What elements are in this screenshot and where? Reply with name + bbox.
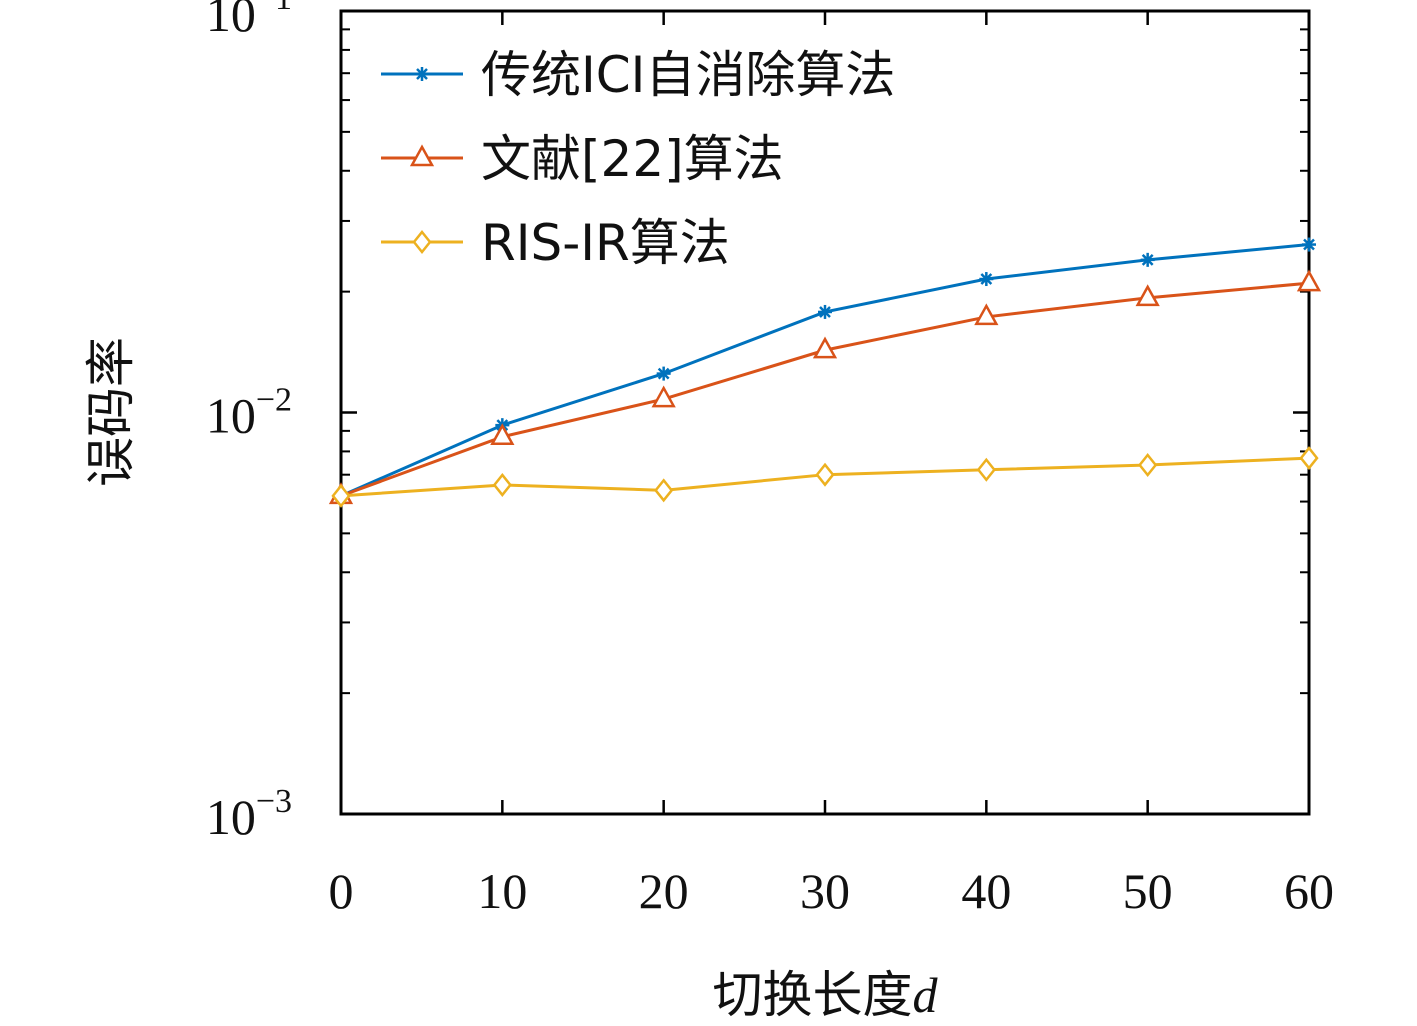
data-point	[1140, 252, 1155, 267]
legend-entry-0: 传统ICI自消除算法	[381, 46, 895, 104]
marker-shape	[331, 483, 351, 508]
data-point	[812, 336, 838, 359]
series-layer	[328, 237, 1322, 508]
x-tick-label: 40	[961, 863, 1011, 919]
x-tick-label: 0	[329, 863, 354, 919]
legend-label: 文献[22]算法	[481, 130, 784, 188]
legend-marker	[409, 144, 435, 167]
data-point	[492, 472, 512, 497]
marker-stroke	[1141, 253, 1154, 266]
marker-shape	[1296, 269, 1322, 292]
marker-shape	[812, 336, 838, 359]
marker-shape	[654, 478, 674, 503]
marker-stroke	[416, 68, 428, 80]
legend-entry-2: RIS-IR算法	[381, 214, 730, 272]
legend-label: 传统ICI自消除算法	[481, 46, 895, 104]
legend-entry-1: 文献[22]算法	[381, 130, 784, 188]
data-point	[651, 385, 676, 408]
data-point	[1296, 269, 1322, 292]
axes: 0 10 20 30 40 50 60 10−3 10−2 10−1	[206, 0, 1334, 919]
data-point	[1299, 446, 1319, 471]
data-point	[1138, 453, 1158, 478]
data-point	[974, 303, 999, 326]
y-tick-label: 10−2	[206, 382, 292, 444]
y-tick-label: 10−3	[206, 783, 292, 845]
data-point	[818, 304, 832, 319]
legend-marker	[415, 67, 429, 81]
data-point	[1135, 284, 1160, 307]
marker-stroke	[819, 306, 831, 318]
marker-shape	[490, 423, 515, 446]
marker-shape	[409, 144, 435, 167]
data-point	[976, 457, 996, 482]
marker-shape	[1299, 446, 1319, 471]
marker-shape	[412, 229, 432, 255]
x-tick-label: 10	[477, 863, 527, 919]
legend-label: RIS-IR算法	[481, 214, 730, 272]
x-tick-label: 30	[800, 863, 850, 919]
data-point	[654, 478, 674, 503]
x-tick-label: 50	[1123, 863, 1173, 919]
marker-shape	[1135, 284, 1160, 307]
marker-shape	[651, 385, 676, 408]
data-point	[815, 462, 835, 487]
data-point	[331, 483, 351, 508]
data-point	[490, 423, 515, 446]
y-axis-label: 误码率	[82, 337, 140, 487]
marker-stroke	[1303, 238, 1315, 251]
data-point	[656, 366, 671, 381]
series-line	[340, 243, 1310, 498]
marker-shape	[1138, 453, 1158, 478]
x-tick-label: 20	[639, 863, 689, 919]
marker-shape	[815, 462, 835, 487]
y-tick-label: 10−1	[206, 0, 292, 42]
legend-marker	[412, 229, 432, 255]
marker-stroke	[980, 273, 993, 285]
marker-shape	[976, 457, 996, 482]
data-point	[979, 272, 994, 287]
x-axis-label: 切换长度d	[713, 966, 939, 1024]
marker-shape	[974, 303, 999, 326]
data-point	[1302, 237, 1316, 252]
marker-shape	[492, 472, 512, 497]
series-1	[328, 269, 1322, 505]
marker-stroke	[657, 367, 670, 380]
x-tick-label: 60	[1284, 863, 1334, 919]
series-2	[331, 446, 1319, 508]
